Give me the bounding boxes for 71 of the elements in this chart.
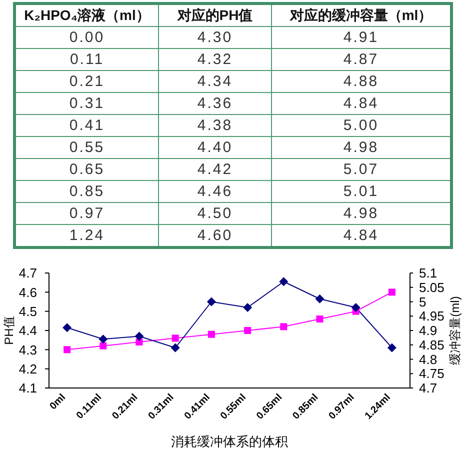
y-axis-title: PH值 xyxy=(2,316,16,345)
point xyxy=(64,346,71,354)
y2-tick-label: 4.7 xyxy=(419,380,438,396)
point xyxy=(208,330,215,338)
point xyxy=(100,342,107,350)
text: 0.85 xyxy=(69,183,105,200)
text: 4.98 xyxy=(343,205,379,222)
text: 0.55 xyxy=(69,139,105,156)
point xyxy=(134,332,144,341)
point xyxy=(243,303,252,312)
y2-axis-title: 缓冲容量(ml) xyxy=(448,296,462,365)
text: 4.40 xyxy=(197,139,233,156)
text: 0.21 xyxy=(69,73,105,90)
text: 4.50 xyxy=(197,205,233,222)
y2-tick-label: 4.95 xyxy=(419,308,444,324)
text: K₂HPO₄溶液（ml） xyxy=(24,6,150,22)
text: 0.65 xyxy=(69,161,105,178)
text: 5.07 xyxy=(343,161,379,178)
y2-tick-label: 5.05 xyxy=(419,280,444,295)
text: 0.41 xyxy=(69,117,105,134)
text: 4.87 xyxy=(343,51,379,68)
y-tick-label: 4.4 xyxy=(18,323,37,338)
text: 4.84 xyxy=(343,95,379,112)
text: 4.38 xyxy=(197,117,233,134)
y2-tick-label: 4.9 xyxy=(419,323,438,338)
text: 对应的缓冲容量（ml） xyxy=(290,6,432,22)
text: 4.42 xyxy=(197,161,233,178)
point xyxy=(98,334,108,344)
point xyxy=(244,327,252,334)
text: 1.24 xyxy=(69,227,105,244)
text: 4.32 xyxy=(197,51,233,68)
point xyxy=(315,294,324,304)
text: 4.98 xyxy=(343,139,379,156)
text: 4.30 xyxy=(197,29,233,46)
point xyxy=(62,323,72,332)
point xyxy=(316,316,324,322)
y-tick-label: 4.2 xyxy=(18,361,37,376)
point xyxy=(206,297,216,306)
y2-tick-label: 5.1 xyxy=(419,266,438,281)
text: 4.36 xyxy=(197,95,233,112)
y-tick-label: 4.6 xyxy=(18,284,37,300)
point xyxy=(388,288,396,296)
text: 0.00 xyxy=(69,29,105,46)
y-tick-label: 4.7 xyxy=(18,266,37,281)
text: 4.88 xyxy=(343,73,379,90)
text: 4.46 xyxy=(197,183,233,200)
y-tick-label: 4.1 xyxy=(18,380,37,396)
point xyxy=(170,343,180,352)
y-tick-label: 4.3 xyxy=(18,342,37,358)
point xyxy=(387,343,396,352)
text: 4.60 xyxy=(197,227,233,244)
y2-tick-label: 4.85 xyxy=(419,337,444,352)
y2-tick-label: 5 xyxy=(419,294,426,310)
text: 0.31 xyxy=(69,95,105,112)
point xyxy=(172,334,179,342)
text: 对应的PH值 xyxy=(177,6,253,22)
text: 0.11 xyxy=(70,51,104,68)
text: 4.34 xyxy=(197,73,233,90)
text: 4.84 xyxy=(343,227,379,244)
y2-tick-label: 4.75 xyxy=(419,366,444,382)
x-axis-title: 消耗缓冲体系的体积 xyxy=(171,434,288,448)
y-tick-label: 4.5 xyxy=(18,304,37,319)
point xyxy=(280,323,288,330)
x-tick-label: 0ml xyxy=(48,392,68,412)
point xyxy=(279,277,288,286)
point xyxy=(351,303,360,312)
text: 4.91 xyxy=(343,29,379,46)
text: 0.97 xyxy=(69,205,105,222)
text: 5.00 xyxy=(343,117,379,134)
y2-tick-label: 4.8 xyxy=(419,352,438,367)
text: 5.01 xyxy=(343,183,379,200)
